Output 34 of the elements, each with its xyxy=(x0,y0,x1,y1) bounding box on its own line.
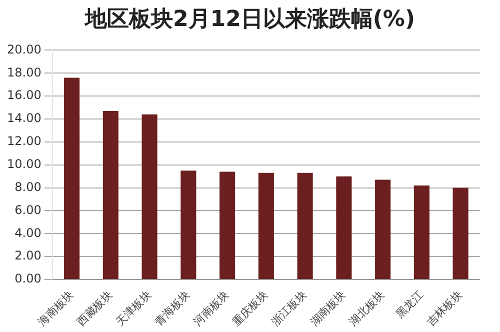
x-tick-label: 吉林板块 xyxy=(424,288,465,328)
x-tick-label: 湖南板块 xyxy=(308,288,348,328)
y-tick-label: 20.00 xyxy=(6,42,42,56)
x-tick-label: 湖北板块 xyxy=(346,288,387,328)
x-tick-label: 河南板块 xyxy=(191,288,232,328)
y-tick-label: 2.00 xyxy=(14,248,42,263)
bar xyxy=(297,172,313,280)
y-tick-label: 4.00 xyxy=(14,226,42,240)
bar xyxy=(336,176,352,280)
x-tick-label: 浙江板块 xyxy=(268,288,310,328)
x-tick-label: 海南板块 xyxy=(36,288,76,328)
x-tick-label: 西藏板块 xyxy=(74,288,115,328)
y-tick-label: 6.00 xyxy=(14,202,42,217)
chart-title: 地区板块2月12日以来涨跌幅(%) xyxy=(83,6,416,34)
y-tick-label: 16.00 xyxy=(6,88,42,102)
bar xyxy=(414,186,430,280)
x-tick-label: 青海板块 xyxy=(152,288,193,328)
bar xyxy=(142,114,158,280)
y-tick-label: 18.00 xyxy=(6,65,42,80)
y-tick-label: 0.00 xyxy=(14,272,42,286)
y-tick-label: 12.00 xyxy=(6,134,42,148)
x-tick-label: 黑龙江 xyxy=(393,288,426,321)
bar xyxy=(64,78,80,280)
x-tick-label: 重庆板块 xyxy=(230,288,270,328)
bar xyxy=(452,188,468,280)
y-tick-label: 14.00 xyxy=(6,111,42,126)
bar xyxy=(220,172,236,280)
bar xyxy=(375,180,391,280)
bar xyxy=(102,110,118,280)
y-tick-label: 10.00 xyxy=(6,157,42,171)
y-tick-label: 8.00 xyxy=(14,180,42,194)
x-tick-label: 天津板块 xyxy=(113,288,154,328)
bar xyxy=(258,172,274,280)
bar xyxy=(180,170,196,280)
